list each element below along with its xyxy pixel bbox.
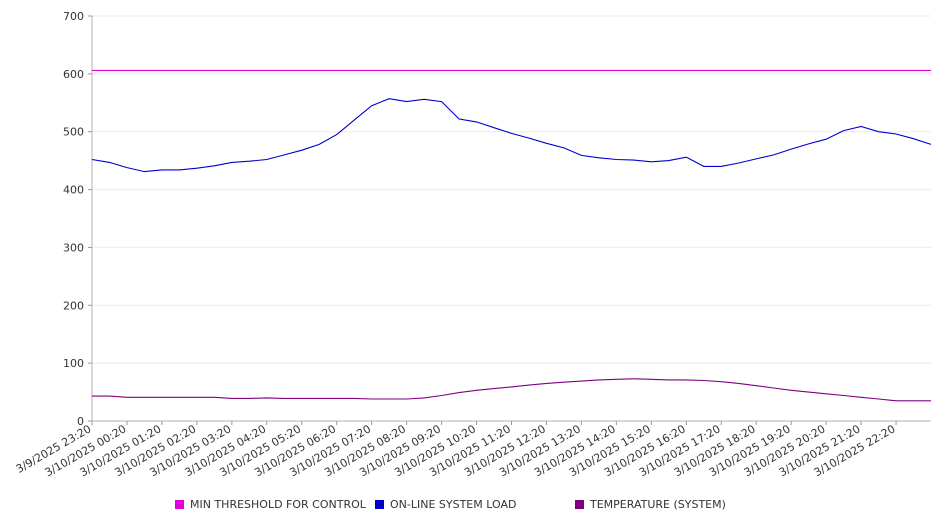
y-tick-label: 300 <box>63 241 84 254</box>
y-tick-label: 600 <box>63 68 84 81</box>
legend-item-threshold[interactable]: MIN THRESHOLD FOR CONTROL <box>175 498 366 511</box>
legend-item-temperature[interactable]: TEMPERATURE (SYSTEM) <box>575 498 726 511</box>
legend-item-system-load[interactable]: ON-LINE SYSTEM LOAD <box>375 498 516 511</box>
legend-swatch-system-load <box>375 500 384 509</box>
y-tick-label: 100 <box>63 357 84 370</box>
legend-swatch-temperature <box>575 500 584 509</box>
legend-swatch-threshold <box>175 500 184 509</box>
y-tick-label: 700 <box>63 10 84 23</box>
series-line-2 <box>92 378 931 402</box>
legend: MIN THRESHOLD FOR CONTROL ON-LINE SYSTEM… <box>175 498 935 514</box>
y-tick-label: 500 <box>63 126 84 139</box>
series-line-1 <box>91 98 932 173</box>
y-tick-label: 200 <box>63 299 84 312</box>
axes <box>91 16 931 422</box>
gridlines <box>92 15 931 364</box>
x-axis-ticks: 3/9/2025 23:203/10/2025 00:203/10/2025 0… <box>14 421 898 479</box>
legend-label-system-load: ON-LINE SYSTEM LOAD <box>390 498 517 511</box>
y-tick-label: 0 <box>77 415 84 428</box>
y-tick-label: 400 <box>63 184 84 197</box>
legend-label-threshold: MIN THRESHOLD FOR CONTROL <box>190 498 366 511</box>
y-axis-ticks: 0 100 200 300 400 500 600 700 <box>63 10 92 428</box>
legend-label-temperature: TEMPERATURE (SYSTEM) <box>590 498 726 511</box>
series-lines <box>91 69 932 402</box>
